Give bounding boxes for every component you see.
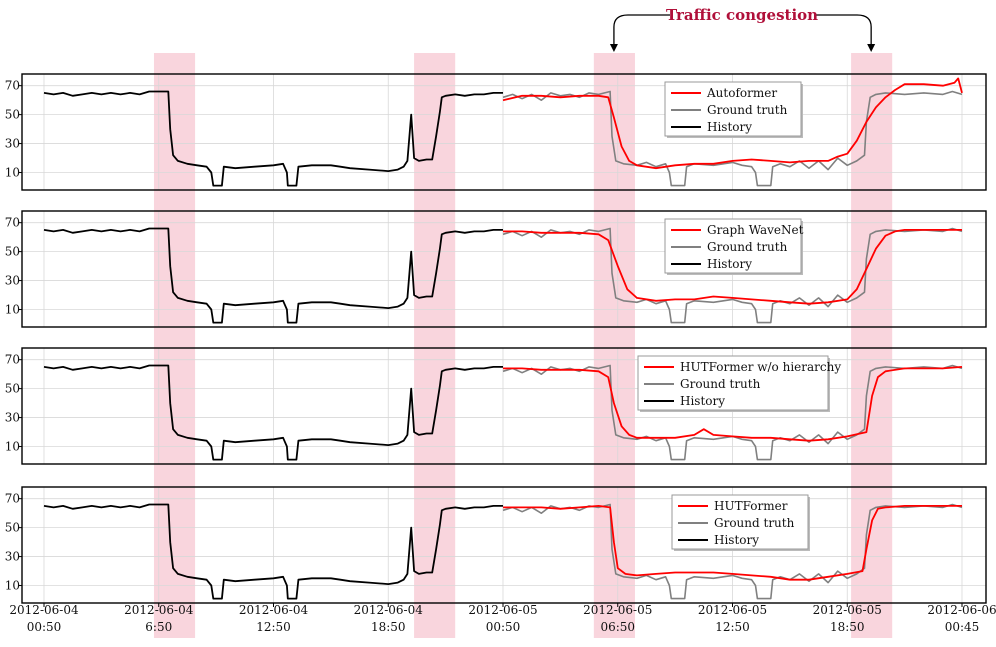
- annotation-arrow-left: [609, 44, 618, 52]
- y-tick-label: 70: [5, 353, 20, 367]
- y-tick-label: 10: [5, 303, 20, 317]
- prediction-line: [502, 77, 963, 170]
- y-tick-label: 30: [5, 274, 20, 288]
- legend-label: Ground truth: [680, 377, 761, 391]
- highlight-band: [414, 53, 456, 638]
- panel-4: 10 30 50 70 HUTFormer Ground truth History: [5, 486, 987, 604]
- x-tick-label-date: 2012-06-05: [813, 603, 882, 617]
- highlight-band: [153, 53, 196, 638]
- prediction-line: [503, 505, 962, 581]
- y-tick-label: 10: [5, 166, 20, 180]
- x-tick-label-date: 2012-06-06: [927, 603, 996, 617]
- x-tick-label-date: 2012-06-04: [124, 603, 194, 617]
- history-line: [43, 364, 503, 461]
- y-tick-label: 70: [5, 216, 20, 230]
- legend-label: History: [707, 257, 752, 271]
- prediction-line: [503, 229, 962, 305]
- y-tick-label: 10: [5, 579, 20, 593]
- x-axis: 2012-06-04 00:50 2012-06-04 6:50 2012-06-04 1…: [9, 603, 996, 634]
- x-tick-label-time: 12:50: [256, 620, 291, 634]
- legend: HUTFormer Ground truth History: [671, 494, 810, 551]
- annotation-text-bg: [670, 4, 814, 26]
- annotation-arrow-right: [867, 44, 876, 52]
- x-tick-label-time: 00:50: [486, 620, 521, 634]
- y-tick-label: 50: [5, 521, 20, 535]
- panels: 10 30 50 70 Autoformer Ground truth History 10 3…: [5, 73, 987, 604]
- panel-3: 10 30 50 70 HUTFormer w/o hierarchy Ground tr…: [5, 347, 987, 465]
- x-tick-label-time: 00:50: [27, 620, 62, 634]
- x-tick-label-date: 2012-06-04: [354, 603, 424, 617]
- annotation-text: Traffic congestion: [666, 6, 818, 24]
- x-tick-label-time: 06:50: [600, 620, 635, 634]
- legend: HUTFormer w/o hierarchy Ground truth Histo…: [637, 355, 841, 412]
- panel-2: 10 30 50 70 Graph WaveNet Ground truth History: [5, 210, 987, 328]
- y-tick-label: 50: [5, 108, 20, 122]
- legend-label: Ground truth: [707, 103, 788, 117]
- highlight-bands: [153, 53, 893, 638]
- y-tick-label: 10: [5, 440, 20, 454]
- highlight-band: [851, 53, 893, 638]
- legend-label: Graph WaveNet: [707, 223, 804, 237]
- x-tick-label-date: 2012-06-05: [698, 603, 767, 617]
- x-tick-label-date: 2012-06-05: [583, 603, 652, 617]
- panel-frame: [21, 486, 987, 604]
- y-tick-label: 30: [5, 137, 20, 151]
- y-tick-label: 70: [5, 492, 20, 506]
- history-line: [43, 503, 503, 600]
- legend-label: Ground truth: [707, 240, 788, 254]
- ground-truth-line: [502, 503, 963, 600]
- history-line: [43, 227, 503, 324]
- legend-label: Ground truth: [714, 516, 795, 530]
- panel-1: 10 30 50 70 Autoformer Ground truth History: [5, 73, 987, 191]
- x-tick-label-time: 18:50: [830, 620, 865, 634]
- x-tick-label-date: 2012-06-04: [9, 603, 79, 617]
- legend-label: HUTFormer: [714, 499, 788, 513]
- history-line: [43, 90, 503, 187]
- legend-label: Autoformer: [706, 86, 777, 100]
- panel-frame: [21, 347, 987, 465]
- y-tick-label: 30: [5, 411, 20, 425]
- panel-frame: [21, 210, 987, 328]
- annotation: Traffic congestion: [609, 4, 876, 52]
- legend: Graph WaveNet Ground truth History: [664, 218, 804, 275]
- legend-label: History: [680, 394, 725, 408]
- legend-label: HUTFormer w/o hierarchy: [680, 360, 841, 374]
- x-tick-label-time: 12:50: [715, 620, 750, 634]
- x-tick-label-time: 00:45: [945, 620, 980, 634]
- legend-label: History: [714, 533, 759, 547]
- y-tick-label: 50: [5, 382, 20, 396]
- y-tick-label: 70: [5, 79, 20, 93]
- panel-frame: [21, 73, 987, 191]
- x-tick-label-date: 2012-06-04: [239, 603, 309, 617]
- legend: Autoformer Ground truth History: [664, 81, 803, 138]
- x-tick-label-time: 6:50: [145, 620, 172, 634]
- y-tick-label: 50: [5, 245, 20, 259]
- x-tick-label-time: 18:50: [371, 620, 406, 634]
- prediction-line: [503, 366, 963, 442]
- y-tick-label: 30: [5, 550, 20, 564]
- x-tick-label-date: 2012-06-05: [468, 603, 537, 617]
- legend-label: History: [707, 120, 752, 134]
